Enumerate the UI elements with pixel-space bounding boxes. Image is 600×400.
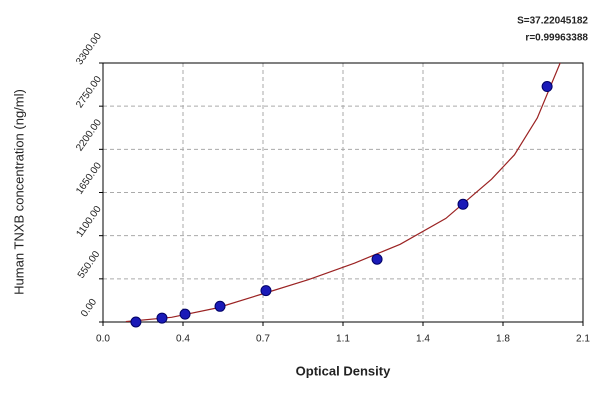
data-point [179, 308, 191, 320]
y-tick-label: 1650.00 [74, 160, 104, 196]
y-tick-label: 2750.00 [74, 74, 104, 110]
x-axis-label: Optical Density [296, 363, 391, 378]
y-tick-label: 0.00 [79, 297, 99, 320]
data-point [156, 312, 168, 324]
plot-frame [102, 62, 584, 323]
annotation: S=37.22045182 [517, 16, 588, 27]
x-tick-label: 1.8 [496, 334, 510, 345]
data-point [260, 285, 272, 297]
y-tick-label: 3300.00 [74, 31, 104, 67]
y-axis-label: Human TNXB concentration (ng/ml) [11, 89, 26, 295]
x-tick-label: 2.1 [576, 334, 590, 345]
fit-curve [125, 63, 561, 322]
data-point [371, 253, 383, 265]
y-tick-label: 550.00 [76, 249, 103, 281]
data-point [130, 316, 142, 328]
data-point [541, 81, 553, 93]
annotation: r=0.99963388 [525, 33, 588, 44]
data-point [214, 300, 226, 312]
x-tick-label: 0.7 [256, 334, 270, 345]
x-tick-label: 0.4 [176, 334, 190, 345]
data-point [457, 198, 469, 210]
y-tick-label: 1100.00 [74, 204, 104, 240]
x-tick-label: 1.4 [416, 334, 430, 345]
y-tick-label: 2200.00 [74, 117, 104, 153]
x-tick-label: 1.1 [336, 334, 350, 345]
x-tick-label: 0.0 [96, 334, 110, 345]
